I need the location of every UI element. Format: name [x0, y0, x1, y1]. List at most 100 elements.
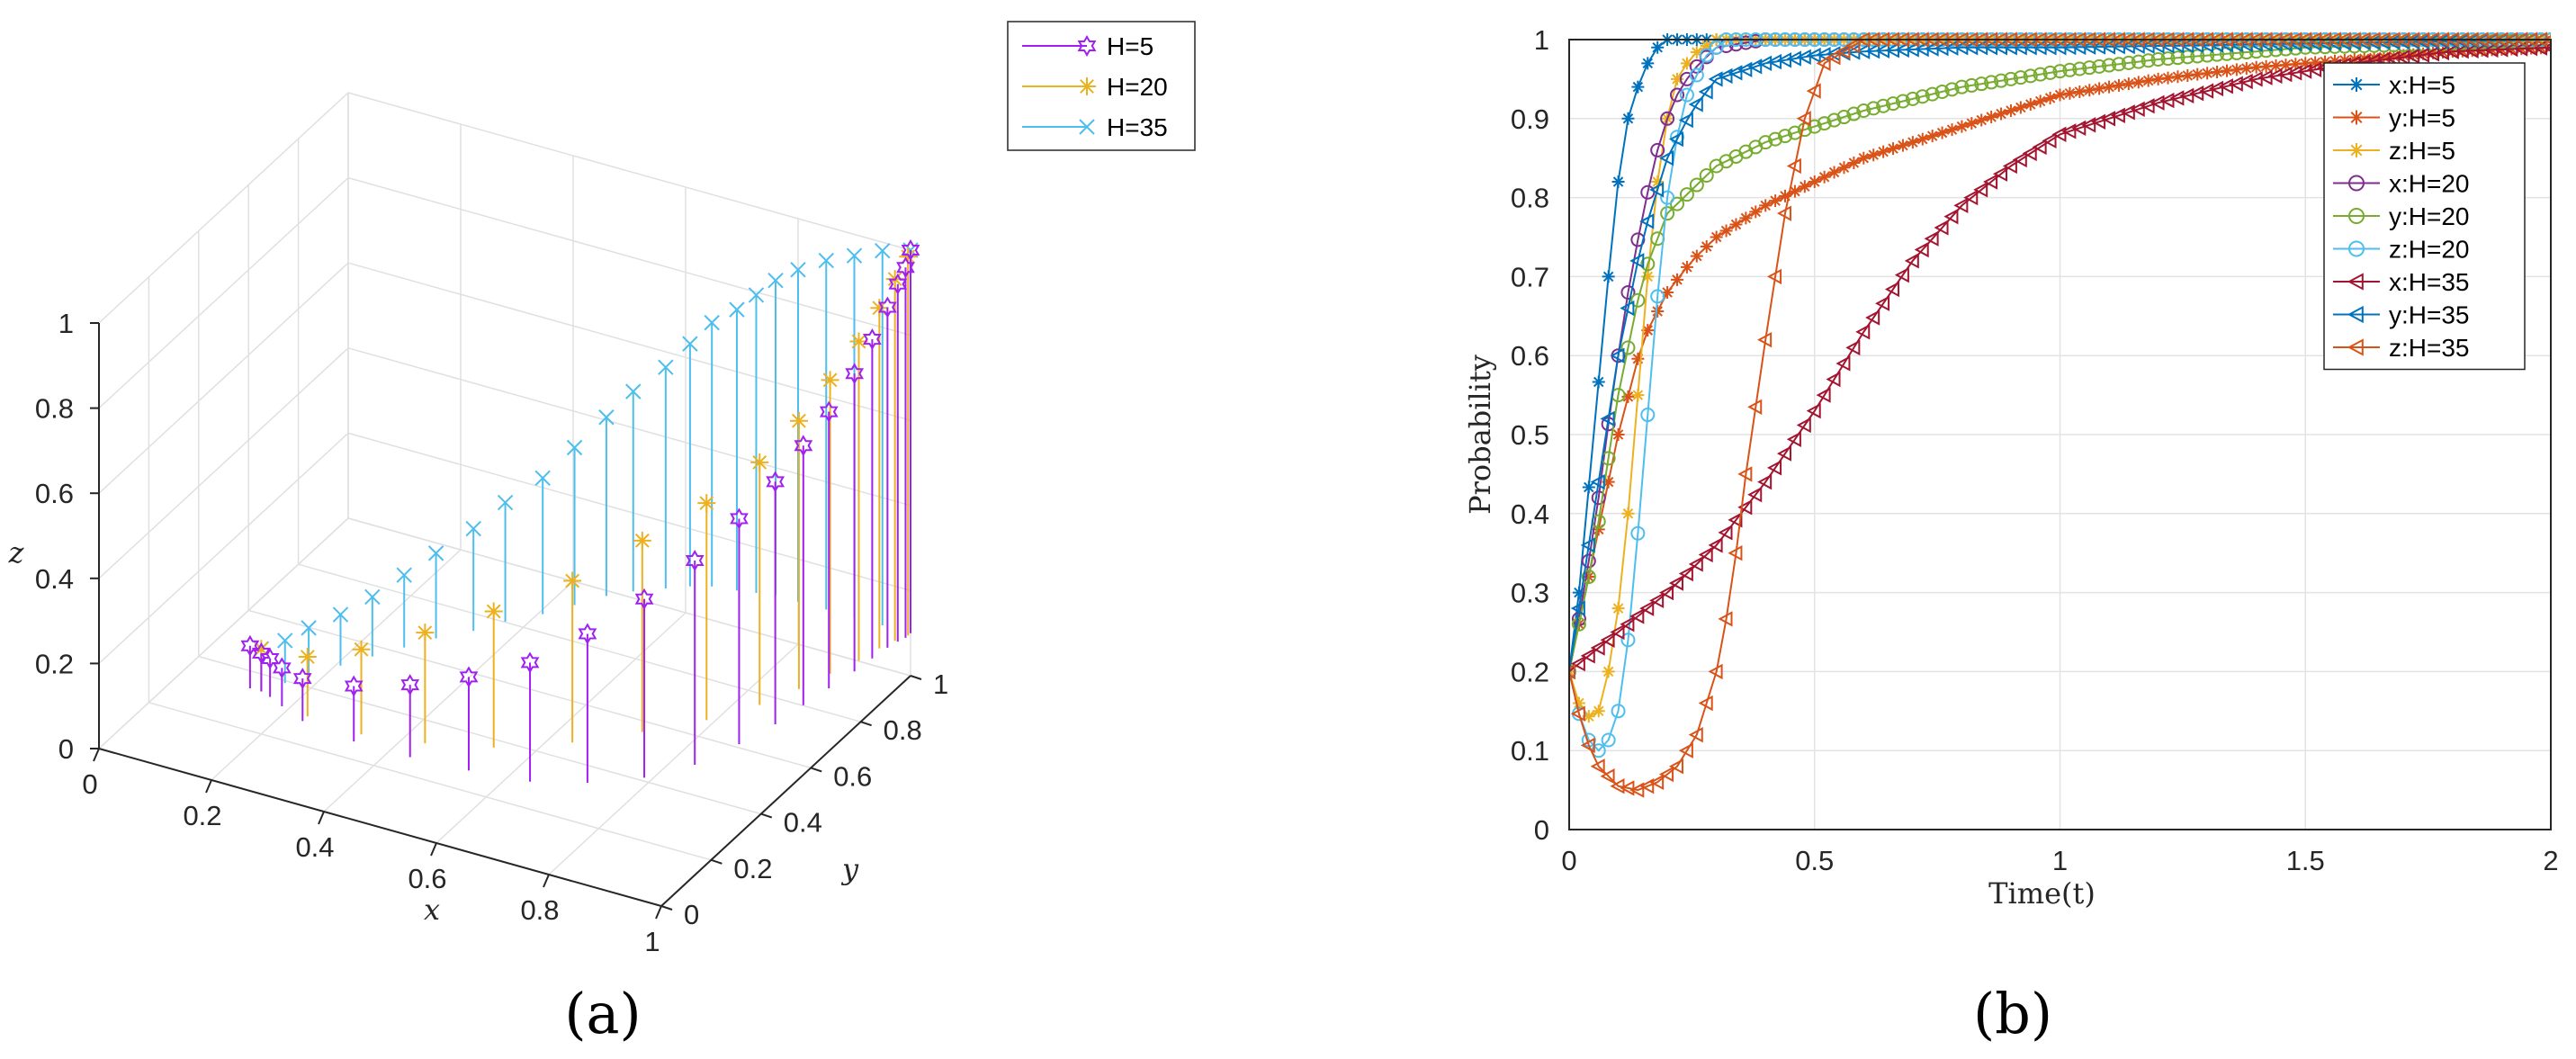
data-point	[1649, 592, 1665, 609]
z-tick-label: 1	[58, 308, 74, 339]
data-point	[1767, 460, 1782, 476]
y-tick-label: 0.6	[1511, 340, 1549, 372]
legend-marker	[2348, 208, 2365, 224]
data-point	[2179, 87, 2195, 104]
data-point	[2110, 107, 2125, 123]
y-tick-label: 1	[933, 669, 948, 700]
legend-marker	[2347, 305, 2364, 324]
y-tick-label: 0	[1534, 814, 1549, 846]
data-point	[1778, 129, 1793, 144]
data-point	[1786, 157, 1801, 175]
data-point	[534, 470, 551, 486]
data-point	[332, 606, 349, 623]
data-point	[1935, 126, 1949, 139]
data-point	[1572, 696, 1585, 710]
data-point	[1944, 82, 1960, 97]
data-point	[1865, 310, 1880, 326]
data-point	[1649, 774, 1665, 790]
data-point	[2338, 53, 2351, 67]
y-tick-label: 0.3	[1511, 578, 1549, 609]
floor-grid-x	[435, 612, 687, 844]
data-point	[2072, 61, 2087, 76]
z-axis-label: z	[8, 535, 25, 570]
data-point	[1690, 249, 1703, 263]
data-point	[1641, 324, 1655, 337]
data-point	[819, 400, 839, 423]
data-point	[1818, 170, 1831, 184]
side-wall-grid-z	[98, 177, 349, 409]
data-point	[1668, 575, 1683, 591]
data-point	[1602, 665, 1615, 678]
data-point	[566, 439, 583, 456]
data-point	[1779, 189, 1792, 202]
data-point	[1631, 352, 1645, 365]
data-point	[1767, 268, 1782, 285]
legend-label: z:H=35	[2389, 334, 2470, 362]
back-wall-grid-z	[347, 262, 911, 421]
data-point	[1620, 340, 1636, 355]
legend-marker	[2348, 240, 2365, 257]
data-point	[298, 648, 317, 667]
z-tick-label: 0.6	[35, 478, 74, 509]
data-point	[2191, 67, 2204, 81]
back-wall-grid-z	[347, 92, 911, 251]
data-point	[1689, 58, 1704, 74]
data-point	[1651, 305, 1665, 319]
data-point	[1759, 199, 1773, 212]
y-tick-label: 0.4	[1511, 498, 1549, 530]
floor-grid-y	[148, 702, 712, 861]
legend-marker	[2347, 338, 2364, 356]
data-point	[240, 634, 260, 657]
data-point	[2003, 71, 2018, 86]
data-point	[1934, 220, 1949, 236]
data-point	[1786, 431, 1801, 447]
data-point	[2309, 56, 2322, 69]
data-point	[1807, 119, 1822, 134]
data-point	[1904, 253, 1919, 269]
data-point	[1610, 624, 1625, 641]
data-point	[1651, 40, 1665, 54]
data-point	[1796, 111, 1811, 127]
data-point	[2073, 85, 2087, 98]
data-point	[2063, 86, 2077, 100]
data-point	[1847, 156, 1861, 169]
data-point	[427, 545, 444, 561]
data-point	[1728, 512, 1743, 528]
y-tick-mark	[810, 767, 822, 773]
data-point	[1611, 175, 1625, 189]
data-point	[1698, 695, 1713, 712]
data-point	[2171, 70, 2185, 84]
data-point	[1688, 726, 1703, 743]
data-point	[789, 411, 808, 430]
data-point	[1569, 663, 1575, 680]
data-point	[1592, 523, 1605, 536]
y-tick-label: 0.4	[784, 807, 822, 839]
data-point	[2189, 85, 2204, 102]
data-point	[352, 640, 371, 659]
data-point	[2014, 101, 2027, 114]
data-point	[1679, 187, 1694, 202]
data-point	[1601, 732, 1616, 748]
z-tick-label: 0	[58, 733, 74, 765]
data-point	[1808, 175, 1821, 189]
data-point	[1894, 266, 1909, 283]
x-tick-label: 0.2	[183, 800, 221, 831]
series-H20	[252, 247, 918, 748]
data-point	[2033, 94, 2047, 108]
data-point	[2319, 55, 2332, 68]
data-point	[1984, 75, 1999, 90]
data-point	[730, 507, 749, 530]
data-point	[1660, 111, 1675, 126]
y-tick-label: 0.7	[1511, 261, 1549, 292]
data-point	[1639, 778, 1655, 794]
data-point	[845, 363, 865, 385]
data-point	[1896, 139, 1909, 152]
data-point	[1845, 37, 1861, 54]
data-point	[2141, 74, 2155, 87]
data-point	[2111, 57, 2126, 72]
data-point	[2032, 139, 2047, 156]
x-tick-label: 0	[82, 768, 97, 800]
data-point	[1671, 72, 1684, 85]
data-point	[2092, 58, 2107, 74]
data-point	[2022, 145, 2037, 162]
